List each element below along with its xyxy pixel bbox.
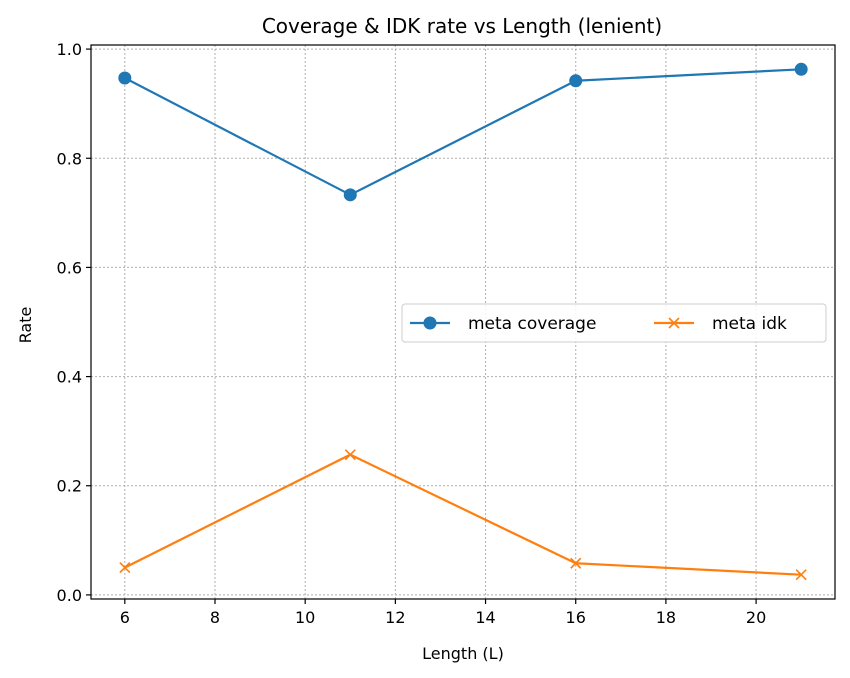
x-tick-label: 8 — [210, 608, 220, 627]
series — [118, 62, 808, 581]
data-point — [794, 62, 808, 76]
y-tick-label: 0.0 — [57, 586, 82, 605]
chart-title: Coverage & IDK rate vs Length (lenient) — [262, 14, 662, 38]
x-tick-label: 18 — [656, 608, 676, 627]
series-line — [124, 453, 802, 576]
x-axis-label: Length (L) — [422, 644, 504, 663]
y-tick-label: 0.8 — [57, 149, 82, 168]
x-tick-label: 14 — [475, 608, 495, 627]
legend-marker — [668, 317, 680, 329]
series-1 — [119, 449, 807, 581]
data-point — [570, 557, 582, 569]
legend-item: meta coverage — [410, 314, 596, 334]
data-point — [118, 71, 132, 85]
legend: meta coverage meta idk — [401, 303, 827, 343]
y-tick-label: 0.6 — [57, 258, 82, 277]
legend-box — [401, 303, 827, 343]
y-tick-label: 1.0 — [57, 40, 82, 59]
legend-item: meta idk — [654, 314, 787, 334]
x-tick-label: 12 — [385, 608, 405, 627]
data-point — [343, 188, 357, 202]
series-0 — [118, 62, 808, 202]
x-tick-label: 20 — [746, 608, 766, 627]
data-point — [795, 569, 807, 581]
data-point — [344, 449, 356, 461]
x-tick-label: 6 — [120, 608, 130, 627]
series-line — [124, 68, 802, 196]
legend-marker — [423, 316, 437, 330]
legend-label: meta coverage — [468, 314, 596, 334]
legend-label: meta idk — [712, 314, 787, 334]
x-tick-label: 10 — [295, 608, 315, 627]
axis-ticks: 6 8 10 12 14 16 18 20 0.0 0.2 0.4 0.6 0.8 1.0 — [57, 40, 767, 627]
y-tick-label: 0.4 — [57, 368, 82, 387]
y-axis-label: Rate — [16, 307, 35, 344]
data-point — [569, 74, 583, 88]
data-point — [119, 562, 131, 574]
x-tick-label: 16 — [566, 608, 586, 627]
plot-area-frame — [90, 44, 836, 600]
y-tick-label: 0.2 — [57, 477, 82, 496]
